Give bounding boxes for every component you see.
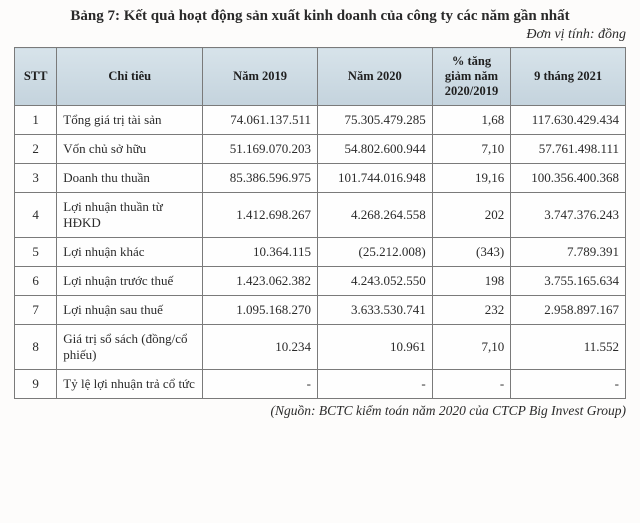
cell-stt: 2 — [15, 135, 57, 164]
col-nam-2019: Năm 2019 — [203, 48, 318, 106]
unit-label: Đơn vị tính: đồng — [14, 27, 626, 43]
cell-stt: 1 — [15, 106, 57, 135]
cell-2019: 85.386.596.975 — [203, 164, 318, 193]
cell-chi: Lợi nhuận thuần từ HĐKD — [57, 193, 203, 238]
col-pct-change: % tăng giảm năm 2020/2019 — [432, 48, 511, 106]
cell-2020: 75.305.479.285 — [317, 106, 432, 135]
cell-9t2021: 100.356.400.368 — [511, 164, 626, 193]
source-note: (Nguồn: BCTC kiểm toán năm 2020 của CTCP… — [14, 403, 626, 419]
table-row: 2 Vốn chủ sở hữu 51.169.070.203 54.802.6… — [15, 135, 626, 164]
cell-2020: 10.961 — [317, 325, 432, 370]
table-row: 5 Lợi nhuận khác 10.364.115 (25.212.008)… — [15, 238, 626, 267]
cell-2019: 10.234 — [203, 325, 318, 370]
cell-9t2021: 11.552 — [511, 325, 626, 370]
table-header-row: STT Chỉ tiêu Năm 2019 Năm 2020 % tăng gi… — [15, 48, 626, 106]
table-row: 8 Giá trị sổ sách (đồng/cổ phiếu) 10.234… — [15, 325, 626, 370]
cell-chi: Tổng giá trị tài sản — [57, 106, 203, 135]
cell-chi: Lợi nhuận trước thuế — [57, 267, 203, 296]
col-stt: STT — [15, 48, 57, 106]
cell-chi: Giá trị sổ sách (đồng/cổ phiếu) — [57, 325, 203, 370]
cell-pct: 198 — [432, 267, 511, 296]
cell-chi: Tỷ lệ lợi nhuận trả cổ tức — [57, 370, 203, 399]
cell-2020: 4.268.264.558 — [317, 193, 432, 238]
cell-pct: 1,68 — [432, 106, 511, 135]
col-nam-2020: Năm 2020 — [317, 48, 432, 106]
cell-2020: (25.212.008) — [317, 238, 432, 267]
cell-pct: - — [432, 370, 511, 399]
cell-stt: 4 — [15, 193, 57, 238]
cell-2020: 54.802.600.944 — [317, 135, 432, 164]
cell-stt: 8 — [15, 325, 57, 370]
table-row: 6 Lợi nhuận trước thuế 1.423.062.382 4.2… — [15, 267, 626, 296]
cell-stt: 5 — [15, 238, 57, 267]
table-row: 4 Lợi nhuận thuần từ HĐKD 1.412.698.267 … — [15, 193, 626, 238]
cell-9t2021: 3.747.376.243 — [511, 193, 626, 238]
cell-2020: 3.633.530.741 — [317, 296, 432, 325]
cell-2019: 51.169.070.203 — [203, 135, 318, 164]
cell-stt: 9 — [15, 370, 57, 399]
cell-pct: 7,10 — [432, 135, 511, 164]
col-chi-tieu: Chỉ tiêu — [57, 48, 203, 106]
cell-2020: 4.243.052.550 — [317, 267, 432, 296]
cell-2020: - — [317, 370, 432, 399]
cell-9t2021: 7.789.391 — [511, 238, 626, 267]
cell-stt: 6 — [15, 267, 57, 296]
cell-pct: 19,16 — [432, 164, 511, 193]
col-9-thang-2021: 9 tháng 2021 — [511, 48, 626, 106]
cell-2019: 1.412.698.267 — [203, 193, 318, 238]
table-row: 3 Doanh thu thuần 85.386.596.975 101.744… — [15, 164, 626, 193]
cell-9t2021: 57.761.498.111 — [511, 135, 626, 164]
cell-chi: Vốn chủ sở hữu — [57, 135, 203, 164]
cell-2019: 74.061.137.511 — [203, 106, 318, 135]
cell-2019: 10.364.115 — [203, 238, 318, 267]
cell-stt: 7 — [15, 296, 57, 325]
table-title: Bảng 7: Kết quả hoạt động sản xuất kinh … — [14, 8, 626, 25]
cell-pct: 232 — [432, 296, 511, 325]
cell-stt: 3 — [15, 164, 57, 193]
table-row: 9 Tỷ lệ lợi nhuận trả cổ tức - - - - — [15, 370, 626, 399]
financial-table: STT Chỉ tiêu Năm 2019 Năm 2020 % tăng gi… — [14, 47, 626, 399]
cell-chi: Doanh thu thuần — [57, 164, 203, 193]
table-row: 1 Tổng giá trị tài sản 74.061.137.511 75… — [15, 106, 626, 135]
cell-9t2021: 3.755.165.634 — [511, 267, 626, 296]
cell-9t2021: 117.630.429.434 — [511, 106, 626, 135]
cell-chi: Lợi nhuận sau thuế — [57, 296, 203, 325]
cell-pct: 202 — [432, 193, 511, 238]
cell-9t2021: - — [511, 370, 626, 399]
cell-2019: - — [203, 370, 318, 399]
cell-2019: 1.095.168.270 — [203, 296, 318, 325]
cell-9t2021: 2.958.897.167 — [511, 296, 626, 325]
cell-pct: (343) — [432, 238, 511, 267]
cell-pct: 7,10 — [432, 325, 511, 370]
cell-2019: 1.423.062.382 — [203, 267, 318, 296]
cell-chi: Lợi nhuận khác — [57, 238, 203, 267]
cell-2020: 101.744.016.948 — [317, 164, 432, 193]
table-row: 7 Lợi nhuận sau thuế 1.095.168.270 3.633… — [15, 296, 626, 325]
